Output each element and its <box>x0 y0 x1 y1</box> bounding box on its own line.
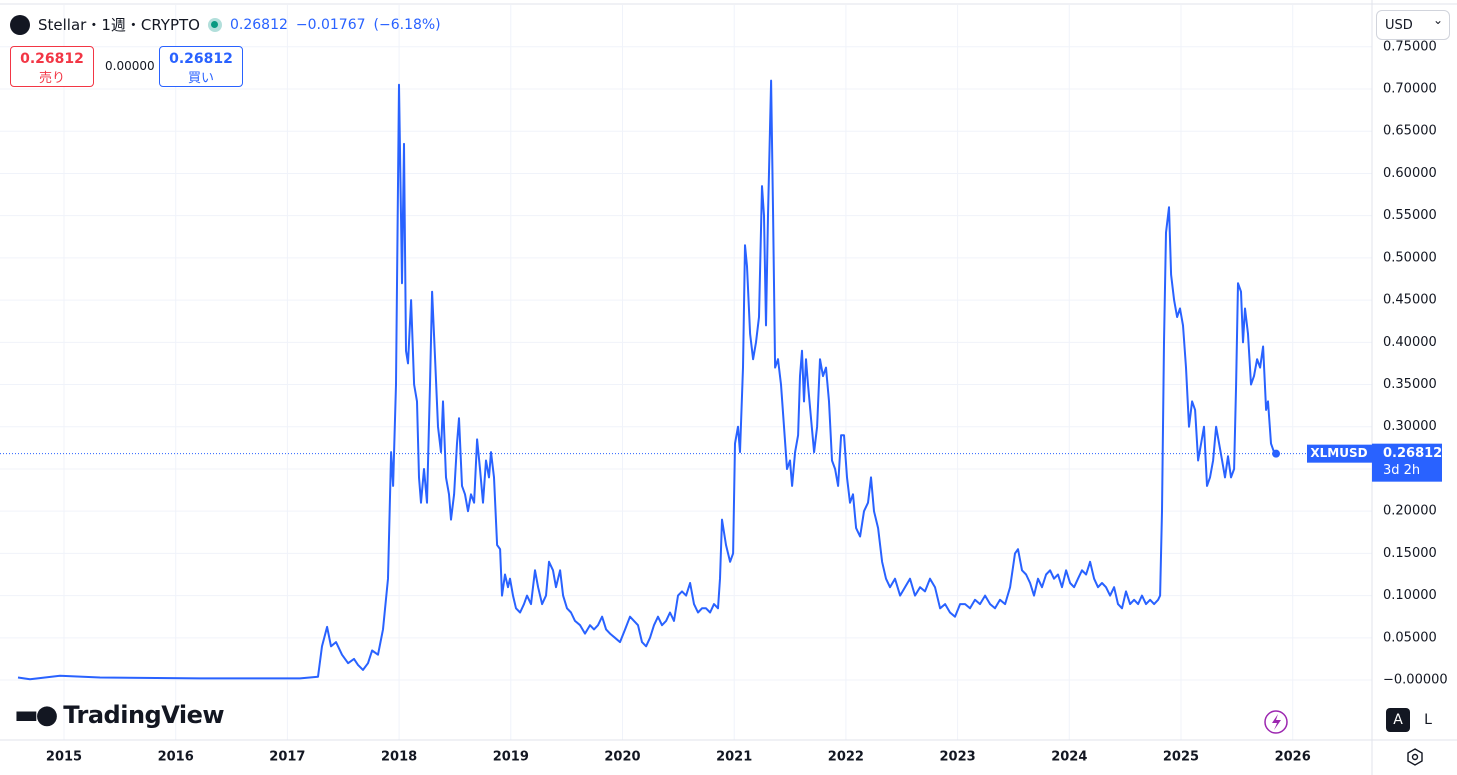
x-tick-label: 2023 <box>940 750 976 765</box>
y-tick-label: 0.65000 <box>1383 124 1437 139</box>
buy-button[interactable]: 0.26812 買い <box>159 46 243 87</box>
buy-price: 0.26812 <box>169 51 233 67</box>
x-tick-label: 2015 <box>46 750 82 765</box>
y-tick-label: 0.35000 <box>1383 377 1437 392</box>
price-line-series <box>17 79 1277 681</box>
y-tick-label: 0.40000 <box>1383 335 1437 350</box>
y-tick-label: 0.70000 <box>1383 82 1437 97</box>
x-tick-label: 2021 <box>716 750 752 765</box>
brand-text: TradingView <box>63 701 225 729</box>
brand-icon: ▬● <box>14 700 58 730</box>
buy-label: 買い <box>187 71 214 86</box>
market-status <box>207 17 222 32</box>
price-tag-text: 0.26812 <box>1383 446 1442 461</box>
y-tick-label: 0.60000 <box>1383 166 1437 181</box>
settings-icon[interactable] <box>1407 748 1423 766</box>
spread: 0.00000 <box>105 59 155 73</box>
y-tick-label: 0.50000 <box>1383 250 1437 265</box>
log-scale-button[interactable]: L <box>1424 712 1432 728</box>
x-tick-label: 2022 <box>828 750 864 765</box>
y-tick-label: 0.15000 <box>1383 546 1437 561</box>
auto-scale-button[interactable]: A <box>1386 708 1410 732</box>
y-tick-label: 0.75000 <box>1383 39 1437 54</box>
y-tick-label: 0.20000 <box>1383 504 1437 519</box>
countdown-text: 3d 2h <box>1383 463 1420 478</box>
symbol-logo <box>10 14 30 35</box>
symbol-tag <box>1307 444 1372 463</box>
x-tick-label: 2026 <box>1275 750 1311 765</box>
x-tick-label: 2017 <box>269 750 305 765</box>
sell-label: 売り <box>38 71 65 86</box>
y-tick-label: −0.00000 <box>1383 673 1448 688</box>
currency-select[interactable]: USD <box>1376 10 1450 40</box>
y-tick-label: 0.45000 <box>1383 293 1437 308</box>
y-tick-label: 0.05000 <box>1383 630 1437 645</box>
y-tick-label: 0.30000 <box>1383 419 1437 434</box>
sell-price: 0.26812 <box>20 51 84 67</box>
sell-button[interactable]: 0.26812 売り <box>10 46 94 87</box>
x-tick-label: 2016 <box>158 750 194 765</box>
lightning-glyph <box>1272 714 1281 730</box>
price-tag <box>1372 443 1442 482</box>
y-tick-label: 0.10000 <box>1383 588 1437 603</box>
x-tick-label: 2019 <box>493 750 529 765</box>
x-tick-label: 2018 <box>381 750 417 765</box>
header: Stellar・1週・CRYPTO 0.26812 −0.01767 (−6.1… <box>10 14 441 35</box>
brand-logo: ▬● TradingView <box>14 700 225 730</box>
symbol-tag-text: XLMUSD <box>1310 446 1367 460</box>
lightning-icon[interactable] <box>1264 710 1288 734</box>
settings-dot <box>1411 753 1419 761</box>
change: −0.01767 <box>295 16 366 33</box>
x-tick-label: 2024 <box>1051 750 1087 765</box>
symbol-title[interactable]: Stellar・1週・CRYPTO <box>38 16 200 34</box>
price: 0.26812 <box>229 16 288 33</box>
y-tick-label: 0.55000 <box>1383 208 1437 223</box>
change-percent: (−6.18%) <box>373 16 441 33</box>
x-tick-label: 2025 <box>1163 750 1199 765</box>
x-tick-label: 2020 <box>604 750 640 765</box>
last-point <box>1272 449 1281 458</box>
